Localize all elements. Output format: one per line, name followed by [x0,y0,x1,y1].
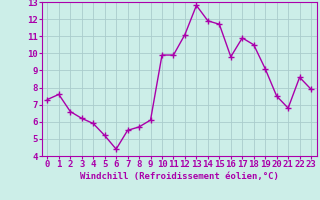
X-axis label: Windchill (Refroidissement éolien,°C): Windchill (Refroidissement éolien,°C) [80,172,279,181]
